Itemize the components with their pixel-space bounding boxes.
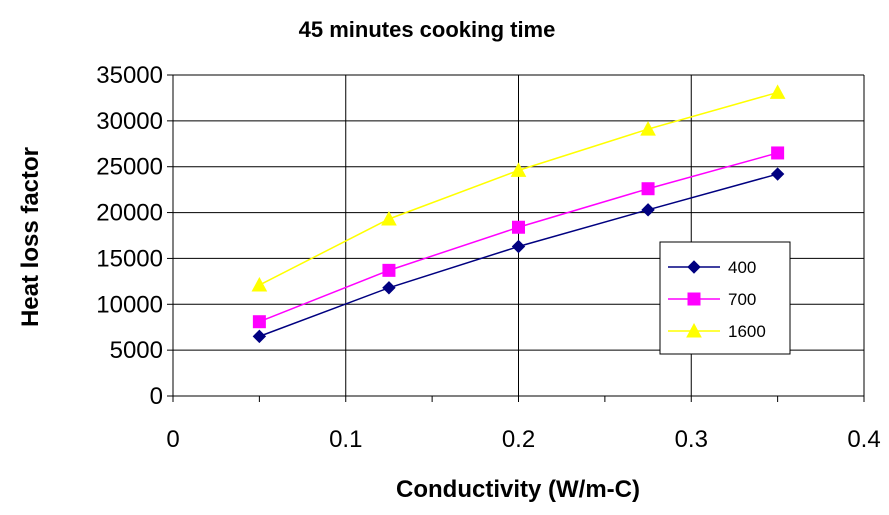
- y-tick-label: 30000: [96, 108, 163, 135]
- series-400-point: [252, 329, 267, 344]
- x-tick-label: 0: [166, 426, 179, 453]
- x-tick-label: 0.2: [502, 426, 535, 453]
- legend-label-1600: 1600: [728, 322, 766, 341]
- series-layer: [251, 84, 786, 344]
- y-tick-label: 5000: [110, 337, 163, 364]
- series-700-point: [512, 220, 525, 234]
- series-700-point: [252, 315, 266, 329]
- series-700-point: [641, 182, 655, 196]
- legend-label-700: 700: [728, 290, 756, 309]
- y-tick-label: 25000: [96, 154, 163, 181]
- series-400-point: [382, 281, 396, 295]
- legend: 400 700 1600: [659, 241, 791, 355]
- series-1600-point: [769, 84, 786, 99]
- legend-marker-700: [687, 292, 701, 306]
- legend-box: [659, 241, 791, 355]
- legend-label-400: 400: [728, 258, 756, 277]
- legend-marker-1600: [686, 322, 702, 338]
- legend-marker-400: [687, 260, 701, 274]
- series-1600-point: [381, 210, 397, 226]
- chart-title: 45 minutes cooking time: [299, 17, 556, 42]
- x-tick-label: 0.4: [847, 426, 880, 453]
- y-tick-label: 0: [150, 383, 163, 410]
- x-tick-label: 0.1: [329, 426, 362, 453]
- y-tick-label: 10000: [96, 291, 163, 318]
- tick-labels: 0 5000 10000 15000 20000 25000 30000 35000 0 0.1 0…: [96, 62, 880, 453]
- y-tick-label: 35000: [96, 62, 163, 89]
- y-tick-label: 20000: [96, 200, 163, 227]
- x-tick-label: 0.3: [675, 426, 708, 453]
- series-700-point: [382, 263, 396, 277]
- series-1600-point: [251, 276, 268, 292]
- series-1600-point: [640, 121, 656, 136]
- x-axis-label: Conductivity (W/m-C): [396, 476, 640, 503]
- series-1600-point: [510, 162, 527, 177]
- y-tick-label: 15000: [96, 245, 163, 272]
- series-400-point: [641, 203, 655, 217]
- series-400-point: [511, 239, 526, 254]
- y-axis-label: Heat loss factor: [17, 147, 44, 327]
- series-400-point: [770, 167, 785, 181]
- axes: [167, 74, 865, 402]
- series-700-point: [771, 146, 785, 160]
